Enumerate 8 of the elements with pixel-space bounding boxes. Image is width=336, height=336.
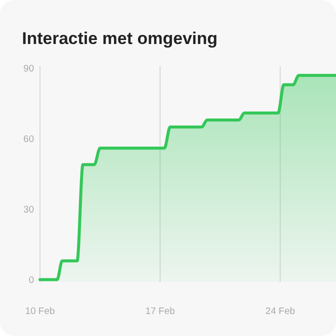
y-tick-label: 30 xyxy=(23,204,34,216)
y-tick-label: 60 xyxy=(23,134,34,146)
x-tick-label: 24 Feb xyxy=(265,306,296,317)
x-tick-label: 10 Feb xyxy=(25,306,55,317)
x-tick-label: 17 Feb xyxy=(145,306,175,317)
y-tick-label: 0 xyxy=(28,274,34,286)
chart-title: Interactie met omgeving xyxy=(22,29,218,48)
y-tick-label: 90 xyxy=(23,64,34,75)
